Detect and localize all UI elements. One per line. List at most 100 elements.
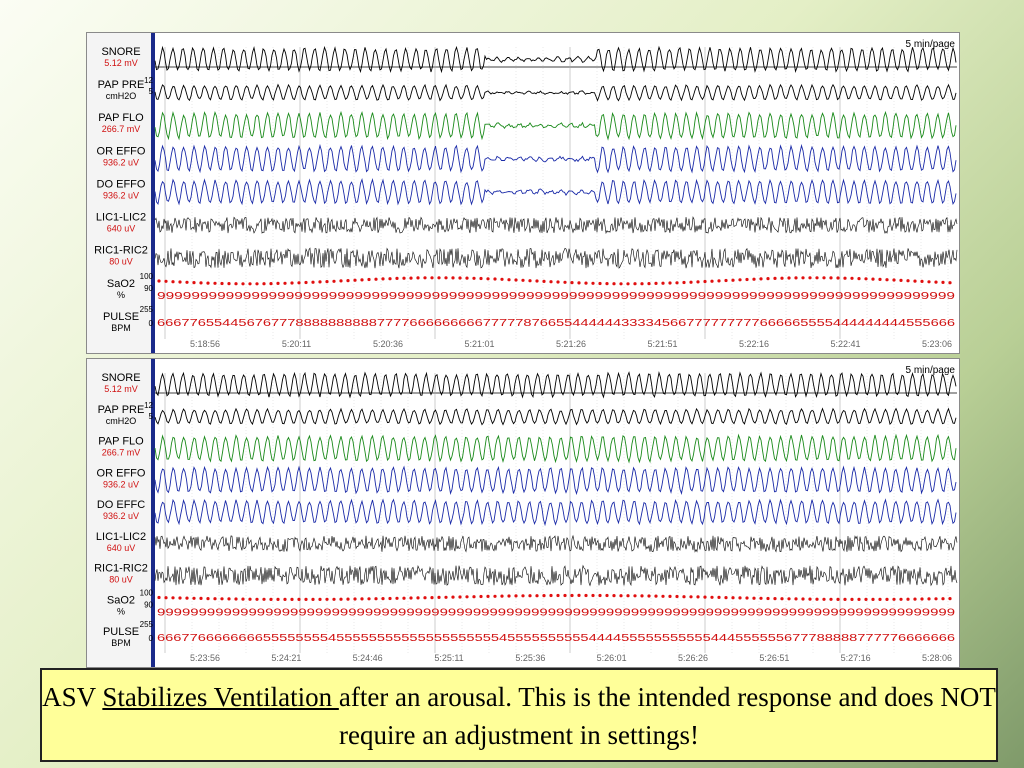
timestamp-label: 5:23:56 [190, 653, 220, 663]
sao2-point [577, 593, 581, 597]
sao2-point [521, 278, 525, 282]
sao2-point [451, 595, 455, 599]
sao2-point [794, 597, 798, 601]
channel-value: 640 uV [107, 543, 136, 553]
scale-tick: 90 [144, 284, 153, 293]
sao2-point [773, 276, 777, 280]
sao2-point [759, 596, 763, 600]
sao2-point [640, 594, 644, 598]
scale-tick: 5 [149, 412, 154, 421]
timestamp-label: 5:21:51 [647, 339, 677, 349]
sao2-point [255, 597, 259, 601]
sao2-point [297, 281, 301, 285]
sao2-point [213, 281, 217, 285]
sao2-point [367, 597, 371, 601]
channel-label: PAP PRE [98, 404, 145, 416]
thoracic-effort-trace [154, 465, 957, 496]
scale-tick: 0 [149, 319, 154, 328]
sao2-point [437, 595, 441, 599]
sao2-point [311, 597, 315, 601]
sao2-point [731, 596, 735, 600]
sao2-point [283, 281, 287, 285]
sao2-point [465, 276, 469, 280]
channel-value: 266.7 mV [102, 124, 141, 134]
label-column [87, 33, 151, 353]
sao2-point [549, 280, 553, 284]
sao2-point [199, 281, 203, 285]
channel-value: BPM [111, 323, 131, 333]
sao2-point [311, 280, 315, 284]
sao2-point [325, 597, 329, 601]
sao2-point [479, 276, 483, 281]
sao2-point [584, 593, 588, 598]
channel-label: PAP FLO [98, 436, 144, 448]
timestamp-label: 5:25:36 [515, 653, 545, 663]
sao2-point [766, 277, 770, 281]
sao2-point [248, 282, 252, 286]
sao2-point [808, 597, 812, 601]
sao2-point [626, 282, 630, 286]
sao2-point [458, 276, 462, 280]
sao2-point [934, 280, 938, 284]
sao2-point [920, 597, 924, 601]
cursor-bar[interactable] [151, 359, 155, 667]
channel-value: 936.2 uV [103, 157, 139, 167]
sao2-point [745, 277, 749, 282]
sao2-point [542, 279, 546, 283]
sao2-point [535, 279, 539, 283]
sao2-point [563, 280, 567, 284]
channel-label: LIC1-LIC2 [96, 212, 146, 224]
sao2-point [717, 595, 721, 599]
sao2-point [353, 278, 357, 282]
sao2-point [619, 282, 623, 286]
channel-label: PULSE [103, 626, 139, 638]
timestamp-label: 5:24:46 [353, 653, 383, 663]
sao2-point [157, 279, 161, 283]
sao2-point [507, 278, 511, 282]
sao2-point [444, 595, 448, 599]
sao2-point [570, 281, 574, 285]
sao2-point [829, 276, 833, 280]
timestamp-label: 5:25:11 [434, 653, 463, 663]
sao2-point [598, 281, 602, 286]
sao2-point [899, 597, 903, 601]
sao2-point [437, 276, 441, 280]
sao2-point [493, 277, 497, 281]
channel-label: SNORE [101, 372, 140, 384]
eeg-ric-trace [154, 564, 958, 587]
sao2-point [171, 280, 175, 284]
sao2-point [360, 597, 364, 601]
sao2-point [185, 596, 189, 600]
sao2-point [220, 597, 224, 601]
sao2-point [675, 594, 679, 599]
sao2-point [941, 597, 945, 601]
sao2-point [409, 276, 413, 280]
cursor-bar[interactable] [151, 33, 155, 353]
sao2-point [304, 280, 308, 285]
timestamp-label: 5:23:06 [922, 339, 952, 349]
channel-value: % [117, 290, 125, 300]
sao2-point [864, 277, 868, 281]
sao2-point [948, 281, 952, 285]
sao2-point [500, 594, 504, 598]
sao2-point [374, 597, 378, 601]
channel-label: PAP PRE [98, 79, 145, 91]
sao2-point [689, 280, 693, 284]
sao2-point [724, 596, 728, 600]
sao2-point [381, 277, 385, 281]
scale-tick: 12 [144, 76, 153, 85]
polysomnography-panel-top: 5 min/page SNORE 5.12 mV PAP PRE cmH2O PAP FL… [86, 32, 960, 354]
sao2-point [605, 593, 609, 598]
sao2-point [199, 596, 203, 600]
sao2-point [213, 597, 217, 601]
sao2-point [360, 278, 364, 282]
sao2-point [794, 276, 798, 280]
channel-value: 266.7 mV [102, 448, 141, 458]
channel-label: SNORE [101, 46, 140, 58]
sao2-point [752, 596, 756, 600]
sao2-point [633, 594, 637, 598]
sao2-point [472, 595, 476, 599]
channel-value: 80 uV [109, 575, 133, 585]
pap-flow-trace [154, 433, 957, 464]
